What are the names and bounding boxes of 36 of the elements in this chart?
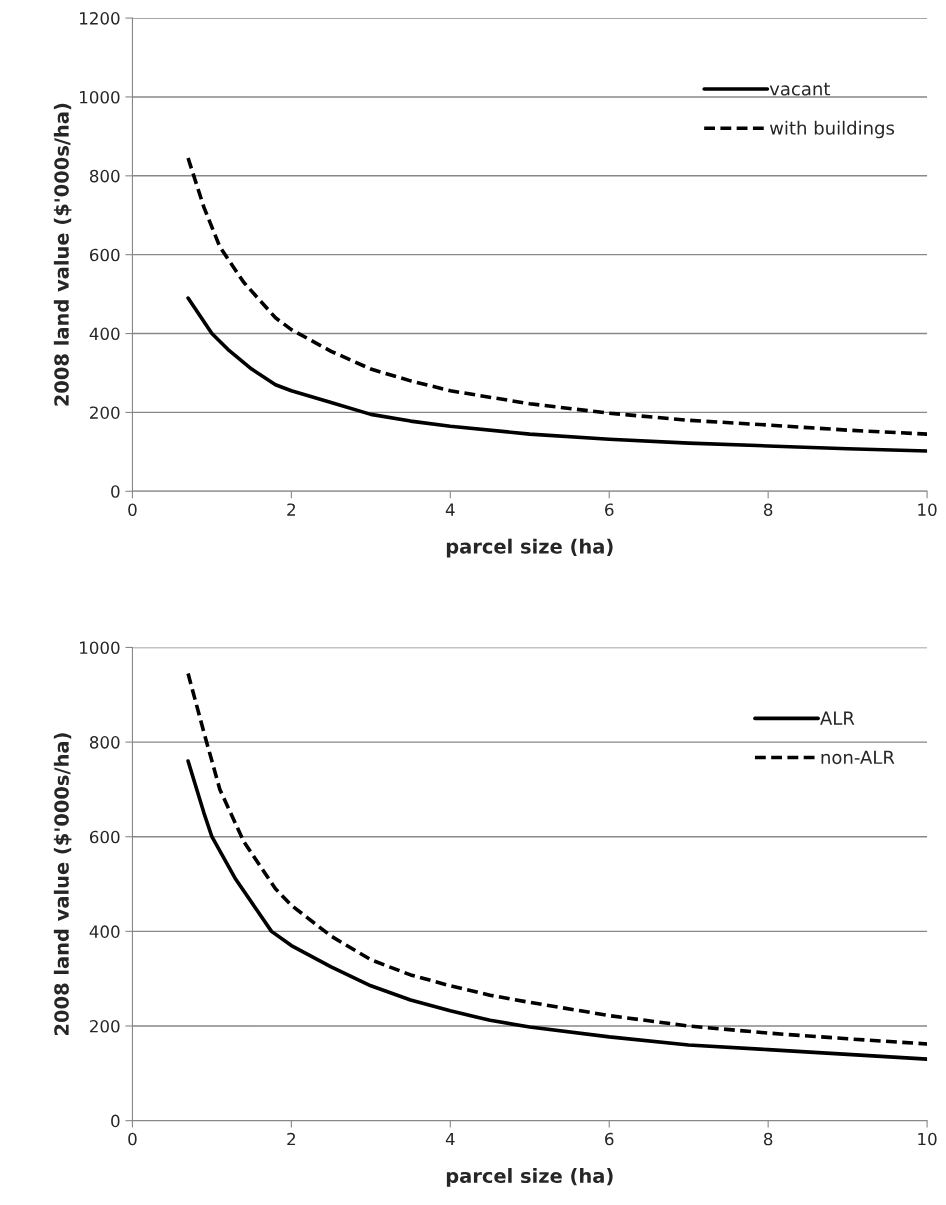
x-axis-title: parcel size (ha): [446, 1168, 613, 1187]
x-tick-label: 0: [128, 1132, 137, 1146]
x-axis-title: parcel size (ha): [446, 538, 613, 558]
x-tick-label: 10: [918, 1132, 937, 1146]
y-axis-title: 2008 land value ($'000s/ha): [53, 103, 72, 406]
y-tick-label: 400: [89, 925, 120, 938]
x-tick-label: 6: [605, 1132, 614, 1146]
y-tick-label: 600: [89, 248, 120, 262]
x-tick-label: 8: [763, 503, 773, 516]
y-tick-label: 800: [89, 736, 120, 749]
line-series: [186, 296, 928, 453]
y-axis-title: 2008 land value ($'000s/ha): [53, 733, 72, 1035]
y-tick-label: 1000: [80, 641, 120, 655]
x-tick-label: 8: [763, 1132, 773, 1146]
x-tick-label: 10: [918, 503, 937, 516]
x-tick-label: 2: [287, 503, 295, 516]
line-series: [186, 671, 928, 1046]
y-tick-label: 0: [111, 485, 120, 498]
y-tick-label: 200: [90, 406, 120, 419]
legend-label: ALR: [820, 711, 855, 725]
x-tick-label: 4: [445, 503, 455, 516]
x-tick-label: 6: [605, 503, 614, 516]
y-tick-label: 1000: [80, 90, 120, 104]
x-tick-label: 2: [287, 1132, 295, 1146]
y-tick-label: 600: [89, 830, 120, 844]
legend-label: vacant: [769, 82, 830, 96]
y-tick-label: 1200: [80, 12, 120, 25]
x-tick-label: 4: [445, 1132, 455, 1146]
y-tick-label: 400: [89, 327, 120, 341]
legend-label: with buildings: [769, 120, 895, 139]
y-tick-label: 200: [90, 1019, 120, 1033]
line-series: [186, 156, 928, 436]
legend-label: non-ALR: [821, 750, 895, 765]
x-tick-label: 0: [128, 503, 137, 516]
y-tick-label: 800: [89, 169, 120, 183]
y-tick-label: 0: [111, 1114, 120, 1128]
